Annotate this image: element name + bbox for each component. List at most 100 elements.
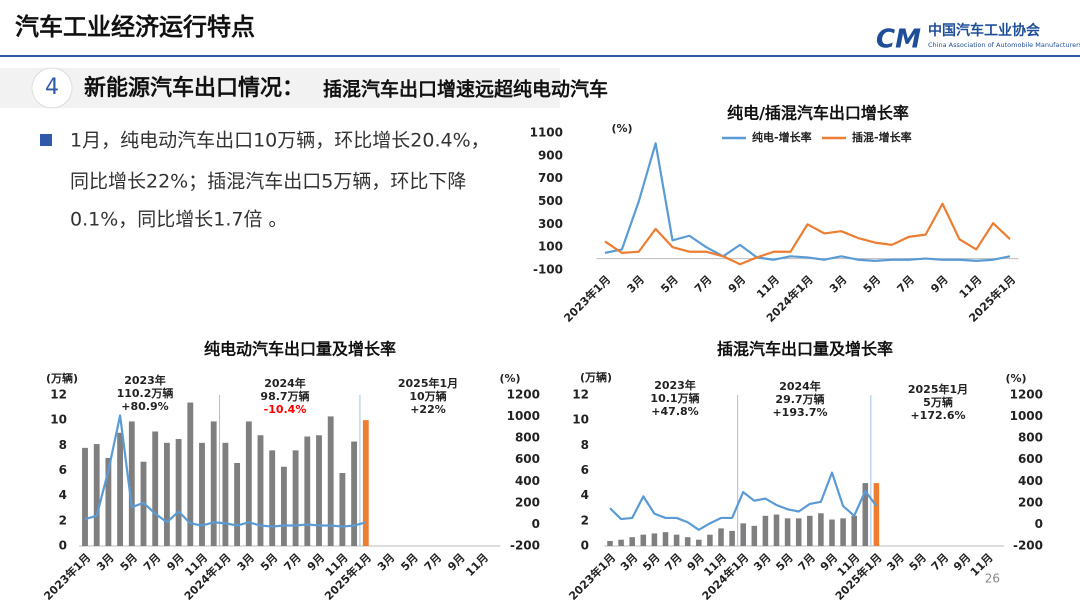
- section-subheading: 插混汽车出口增速远超纯电动汽车: [323, 78, 608, 101]
- x-tick-label: 7月: [662, 551, 684, 573]
- x-tick-label: 9月: [726, 273, 748, 295]
- axis-unit: (万辆): [46, 371, 78, 385]
- chart-title: 纯电动汽车出口量及增长率: [204, 340, 396, 359]
- logo-mark: CM: [876, 25, 921, 55]
- x-tick-label: 5月: [640, 551, 662, 573]
- x-tick-label: 7月: [929, 551, 951, 573]
- logo-subtitle: China Association of Automobile Manufact…: [928, 41, 1080, 49]
- bar: [662, 532, 669, 546]
- x-tick-label: 3月: [827, 273, 849, 295]
- line: [609, 471, 878, 531]
- y-tick-label: 900: [538, 148, 563, 162]
- x-tick-label: 7月: [796, 551, 818, 573]
- line: [604, 202, 1011, 266]
- y2-tick-label: 200: [1018, 495, 1043, 509]
- bar: [269, 450, 276, 546]
- bar: [245, 421, 252, 546]
- y-tick-label: 700: [538, 171, 563, 185]
- section-heading: 新能源汽车出口情况：: [84, 75, 304, 101]
- bullet-line: 0.1%，同比增长1.7倍 。: [70, 209, 288, 231]
- annotation: 2024年: [779, 379, 821, 393]
- x-tick-label: 7月: [692, 273, 714, 295]
- y-tick-label: 100: [538, 240, 563, 254]
- x-tick-label: 5月: [907, 551, 929, 573]
- annotation: +80.9%: [121, 400, 168, 413]
- y2-tick-label: 600: [1018, 452, 1043, 466]
- x-tick-label: 5月: [861, 273, 883, 295]
- axis-unit: (%): [611, 122, 632, 135]
- y-tick-label: 1100: [530, 126, 563, 140]
- bar: [292, 450, 299, 546]
- y2-tick-label: -200: [510, 539, 540, 553]
- y-tick-label: 6: [59, 463, 67, 477]
- bar: [175, 439, 182, 546]
- bar: [82, 447, 88, 546]
- bar: [257, 435, 264, 546]
- bar: [304, 436, 311, 546]
- y-tick-label: 12: [572, 388, 589, 402]
- axis-unit: (万辆): [580, 370, 612, 384]
- bullet-line: 同比增长22%；插混汽车出口5万辆，环比下降: [70, 171, 466, 193]
- y-tick-label: 12: [50, 388, 67, 402]
- y-tick-label: 2: [59, 513, 67, 527]
- x-tick-label: 11月: [957, 273, 985, 301]
- x-tick-label: 11月: [463, 551, 491, 579]
- y2-tick-label: 600: [515, 452, 540, 466]
- y2-tick-label: 400: [1018, 474, 1043, 488]
- y-tick-label: 8: [581, 438, 589, 452]
- annotation: +172.6%: [910, 409, 965, 422]
- bar: [339, 473, 346, 546]
- line: [604, 142, 1011, 262]
- x-tick-label: 2023年1月: [566, 550, 619, 603]
- annotation: 98.7万辆: [260, 389, 309, 403]
- x-tick-label: 7月: [281, 551, 303, 573]
- section-band: [0, 68, 560, 108]
- bar: [234, 462, 241, 546]
- bar: [795, 518, 802, 546]
- bar: [222, 442, 229, 546]
- annotation: 29.7万辆: [775, 392, 824, 406]
- section-number: 4: [45, 75, 59, 100]
- y2-tick-label: 1000: [1010, 409, 1043, 423]
- y2-tick-label: 1200: [1010, 388, 1043, 402]
- x-tick-label: 5月: [398, 551, 420, 573]
- line: [84, 414, 367, 528]
- annotation: 10.1万辆: [650, 391, 699, 405]
- bar: [751, 525, 758, 546]
- legend-label: 纯电-增长率: [752, 130, 812, 144]
- bar: [210, 421, 217, 546]
- x-tick-label: 5月: [258, 551, 280, 573]
- y2-tick-label: 200: [515, 495, 540, 509]
- bar: [840, 518, 846, 546]
- logo-name: 中国汽车工业协会: [928, 22, 1041, 39]
- x-tick-label: 5月: [118, 551, 140, 573]
- x-tick-label: 3月: [751, 551, 773, 573]
- bar: [707, 534, 713, 546]
- bar: [862, 483, 869, 546]
- y-tick-label: 8: [59, 438, 67, 452]
- y-tick-label: 0: [59, 539, 67, 553]
- bar: [280, 466, 287, 546]
- bar: [618, 539, 624, 546]
- x-tick-label: 3月: [94, 551, 116, 573]
- x-tick-label: 3月: [884, 551, 906, 573]
- bar: [807, 515, 813, 546]
- bar: [784, 518, 791, 546]
- axis-unit: (%): [499, 372, 520, 385]
- bar: [696, 539, 702, 546]
- bar: [199, 442, 205, 546]
- y-tick-label: -100: [533, 263, 563, 277]
- bar: [93, 444, 100, 546]
- x-tick-label: 3月: [625, 273, 647, 295]
- bar: [316, 435, 322, 546]
- x-tick-label: 5月: [773, 551, 795, 573]
- x-tick-label: 7月: [141, 551, 163, 573]
- bar: [818, 513, 824, 546]
- y2-tick-label: 800: [515, 431, 540, 445]
- x-tick-label: 2023年1月: [561, 272, 614, 325]
- bar: [873, 483, 880, 546]
- bar: [163, 442, 170, 546]
- y-tick-label: 10: [572, 413, 589, 427]
- bar: [640, 534, 647, 546]
